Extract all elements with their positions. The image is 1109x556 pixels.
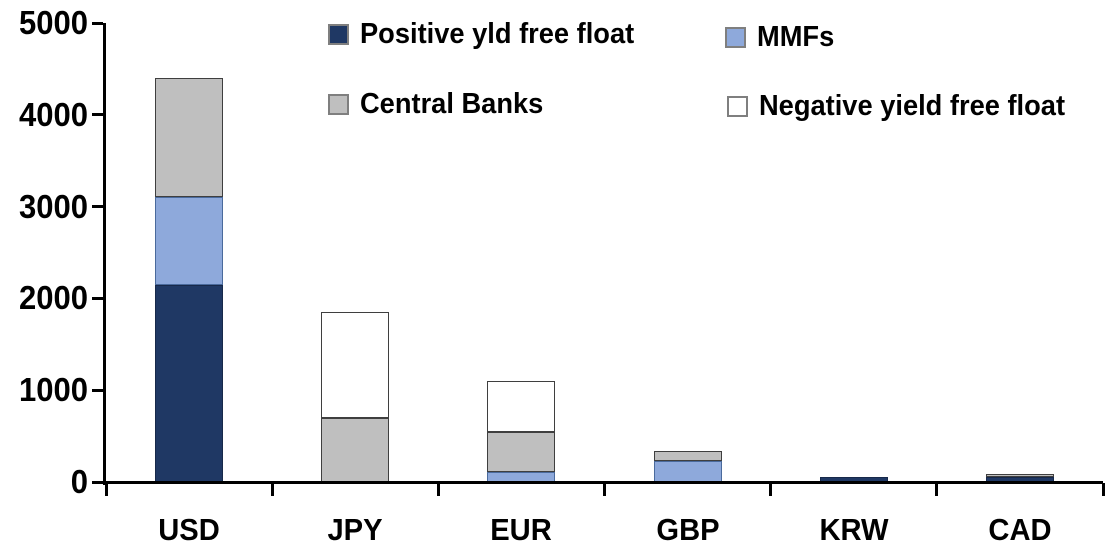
bar-segment-negative-yield-free-float <box>487 380 556 432</box>
x-axis-label: KRW <box>819 512 889 547</box>
bar-segment-central-banks <box>653 451 722 461</box>
x-tick <box>1101 483 1105 496</box>
x-axis-label: EUR <box>490 512 553 547</box>
y-axis-line <box>103 23 106 485</box>
y-tick <box>92 205 103 209</box>
y-tick <box>92 296 103 300</box>
bar-segment-negative-yield-free-float <box>321 312 390 418</box>
legend-label: Positive yld free float <box>360 17 635 50</box>
x-tick <box>935 483 939 496</box>
y-tick-label: 5000 <box>18 4 88 41</box>
y-tick-label: 0 <box>70 463 88 500</box>
x-axis-label: JPY <box>327 512 383 547</box>
y-tick-label: 2000 <box>18 279 88 317</box>
y-tick <box>92 388 103 392</box>
y-tick <box>92 21 103 25</box>
legend-item-negative-yield-free-float: Negative yield free float <box>727 90 1085 122</box>
x-tick <box>104 483 108 496</box>
bar-segment-central-banks <box>155 78 224 198</box>
bar-segment-central-banks <box>487 431 556 472</box>
bar-segment-central-banks <box>985 474 1054 477</box>
bar-segment-central-banks <box>321 417 390 482</box>
x-tick <box>603 483 606 496</box>
bar-segment-mmfs <box>653 460 722 482</box>
y-tick-label: 1000 <box>18 371 88 409</box>
y-tick-label: 3000 <box>18 187 88 225</box>
x-axis-label: USD <box>158 512 220 547</box>
legend-swatch-2 <box>725 26 746 48</box>
x-axis-line <box>103 480 1103 484</box>
x-axis-label: GBP <box>656 512 720 547</box>
bar-segment-mmfs <box>155 197 224 285</box>
x-tick <box>436 483 440 496</box>
legend-item-positive-yld-free-float: Positive yld free float <box>328 18 652 50</box>
x-axis-label: CAD <box>988 512 1052 547</box>
legend-swatch-3 <box>328 93 349 115</box>
y-tick-label: 4000 <box>18 95 88 133</box>
legend-swatch-4 <box>727 95 748 117</box>
y-tick <box>92 113 103 117</box>
x-tick <box>270 483 274 496</box>
legend-label: Central Banks <box>360 87 544 120</box>
y-tick <box>92 480 103 484</box>
legend-label: MMFs <box>757 20 835 53</box>
x-tick <box>769 483 773 496</box>
legend-label: Negative yield free float <box>759 89 1066 122</box>
legend-item-mmfs: MMFs <box>725 21 839 53</box>
legend-item-central-banks: Central Banks <box>328 88 555 120</box>
legend-swatch-1 <box>328 23 349 45</box>
bar-segment-positive-yld-free-float <box>155 284 224 482</box>
